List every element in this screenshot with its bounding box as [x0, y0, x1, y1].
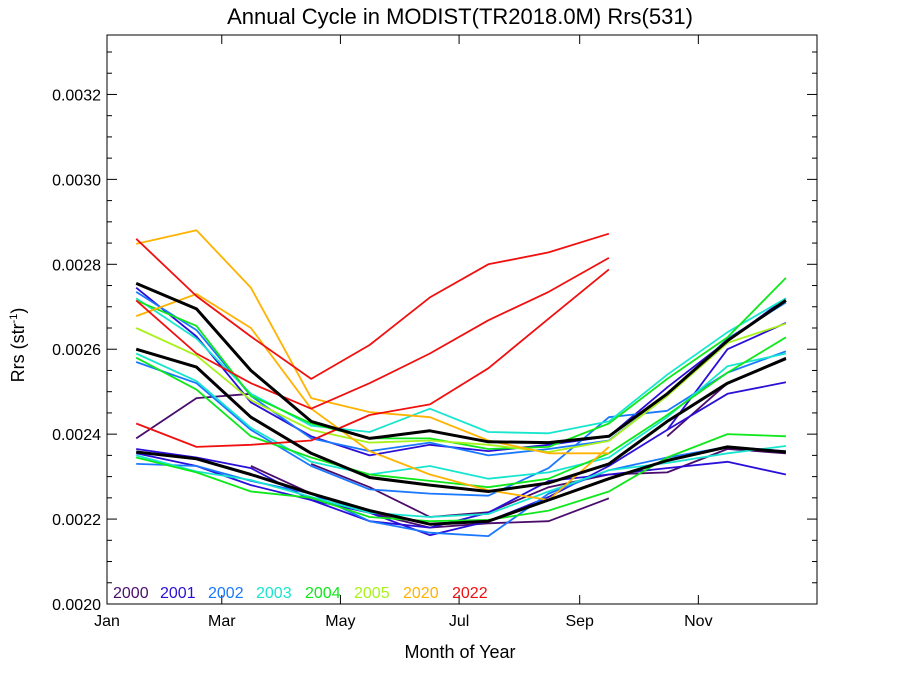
y-axis-label: Rrs (str-1): [8, 308, 28, 383]
legend-entry: 2001: [160, 585, 196, 602]
series-line: [135, 287, 787, 457]
series-line: [135, 347, 787, 493]
series-line: [136, 229, 609, 455]
axis-ticks: Jan Mar May Jul Sep Nov 0.0020 0.0022 0.0024 0.00…: [52, 35, 817, 630]
y-tick-label: 0.0032: [52, 87, 101, 104]
legend-entry: 2003: [256, 585, 292, 602]
legend: 2000 2001 2002 2003 2004 2005 2020 2022: [113, 585, 488, 602]
series-line: [135, 293, 610, 501]
x-tick-label: Mar: [208, 613, 236, 630]
y-axis-label-end: ): [8, 308, 28, 314]
x-tick-label: Jan: [94, 613, 120, 630]
series-line: [135, 445, 787, 518]
y-axis-label-main: Rrs (str: [8, 323, 28, 382]
series-line: [666, 381, 787, 431]
x-tick-label: Nov: [684, 613, 712, 630]
y-tick-label: 0.0022: [52, 512, 101, 529]
series-line: [135, 322, 787, 453]
series-line: [135, 268, 610, 448]
chart-title: Annual Cycle in MODIST(TR2018.0M) Rrs(53…: [227, 4, 693, 29]
series-line: [135, 336, 787, 489]
legend-entry: 2000: [113, 585, 149, 602]
x-tick-label: Sep: [565, 613, 594, 630]
legend-entry: 2002: [208, 585, 244, 602]
y-tick-label: 0.0026: [52, 342, 101, 359]
series-line: [136, 445, 787, 526]
series-line: [135, 282, 787, 445]
y-tick-label: 0.0020: [52, 597, 101, 614]
y-tick-label: 0.0028: [52, 257, 101, 274]
y-axis-label-sup: -1: [8, 314, 20, 324]
x-tick-label: Jul: [449, 613, 469, 630]
series-line: [135, 350, 787, 497]
series-line: [666, 356, 787, 437]
x-tick-label: May: [325, 613, 355, 630]
series-line: [135, 433, 786, 523]
x-axis-label: Month of Year: [404, 642, 515, 662]
y-tick-label: 0.0024: [52, 427, 101, 444]
legend-entry: 2004: [305, 585, 341, 602]
legend-entry: 2022: [452, 585, 488, 602]
series-lines: [135, 229, 787, 537]
y-tick-label: 0.0030: [52, 172, 101, 189]
series-line: [135, 392, 251, 440]
plot-frame: [106, 34, 818, 605]
series-line: [135, 257, 610, 410]
legend-entry: 2020: [403, 585, 439, 602]
series-line: [135, 232, 610, 380]
legend-entry: 2005: [354, 585, 390, 602]
series-line: [135, 277, 787, 450]
